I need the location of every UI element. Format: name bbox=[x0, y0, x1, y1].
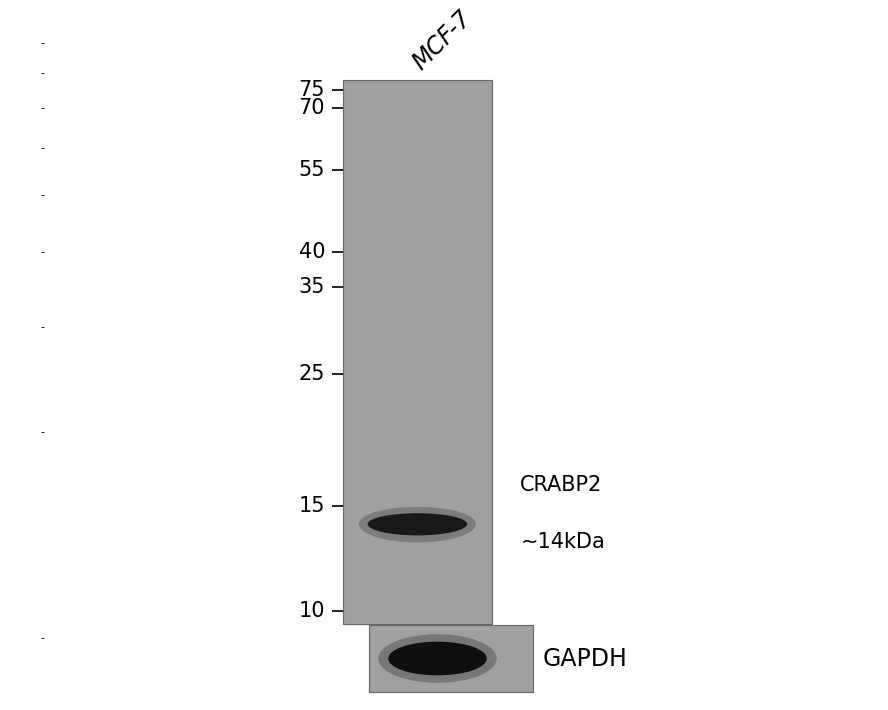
Text: CRABP2: CRABP2 bbox=[520, 475, 603, 495]
Bar bbox=[343, 80, 492, 624]
Text: 70: 70 bbox=[298, 98, 325, 118]
Text: 55: 55 bbox=[298, 160, 325, 180]
Text: 75: 75 bbox=[298, 80, 325, 100]
Text: 40: 40 bbox=[298, 242, 325, 263]
Text: 15: 15 bbox=[298, 496, 325, 516]
Text: ~14kDa: ~14kDa bbox=[520, 532, 605, 552]
Text: 10: 10 bbox=[298, 601, 325, 621]
Ellipse shape bbox=[388, 642, 487, 675]
Text: GAPDH: GAPDH bbox=[543, 647, 628, 670]
Text: 25: 25 bbox=[298, 364, 325, 384]
Ellipse shape bbox=[359, 507, 476, 542]
Text: MCF-7: MCF-7 bbox=[408, 6, 476, 75]
Ellipse shape bbox=[368, 513, 467, 535]
Ellipse shape bbox=[378, 634, 496, 683]
Text: 35: 35 bbox=[298, 277, 325, 297]
